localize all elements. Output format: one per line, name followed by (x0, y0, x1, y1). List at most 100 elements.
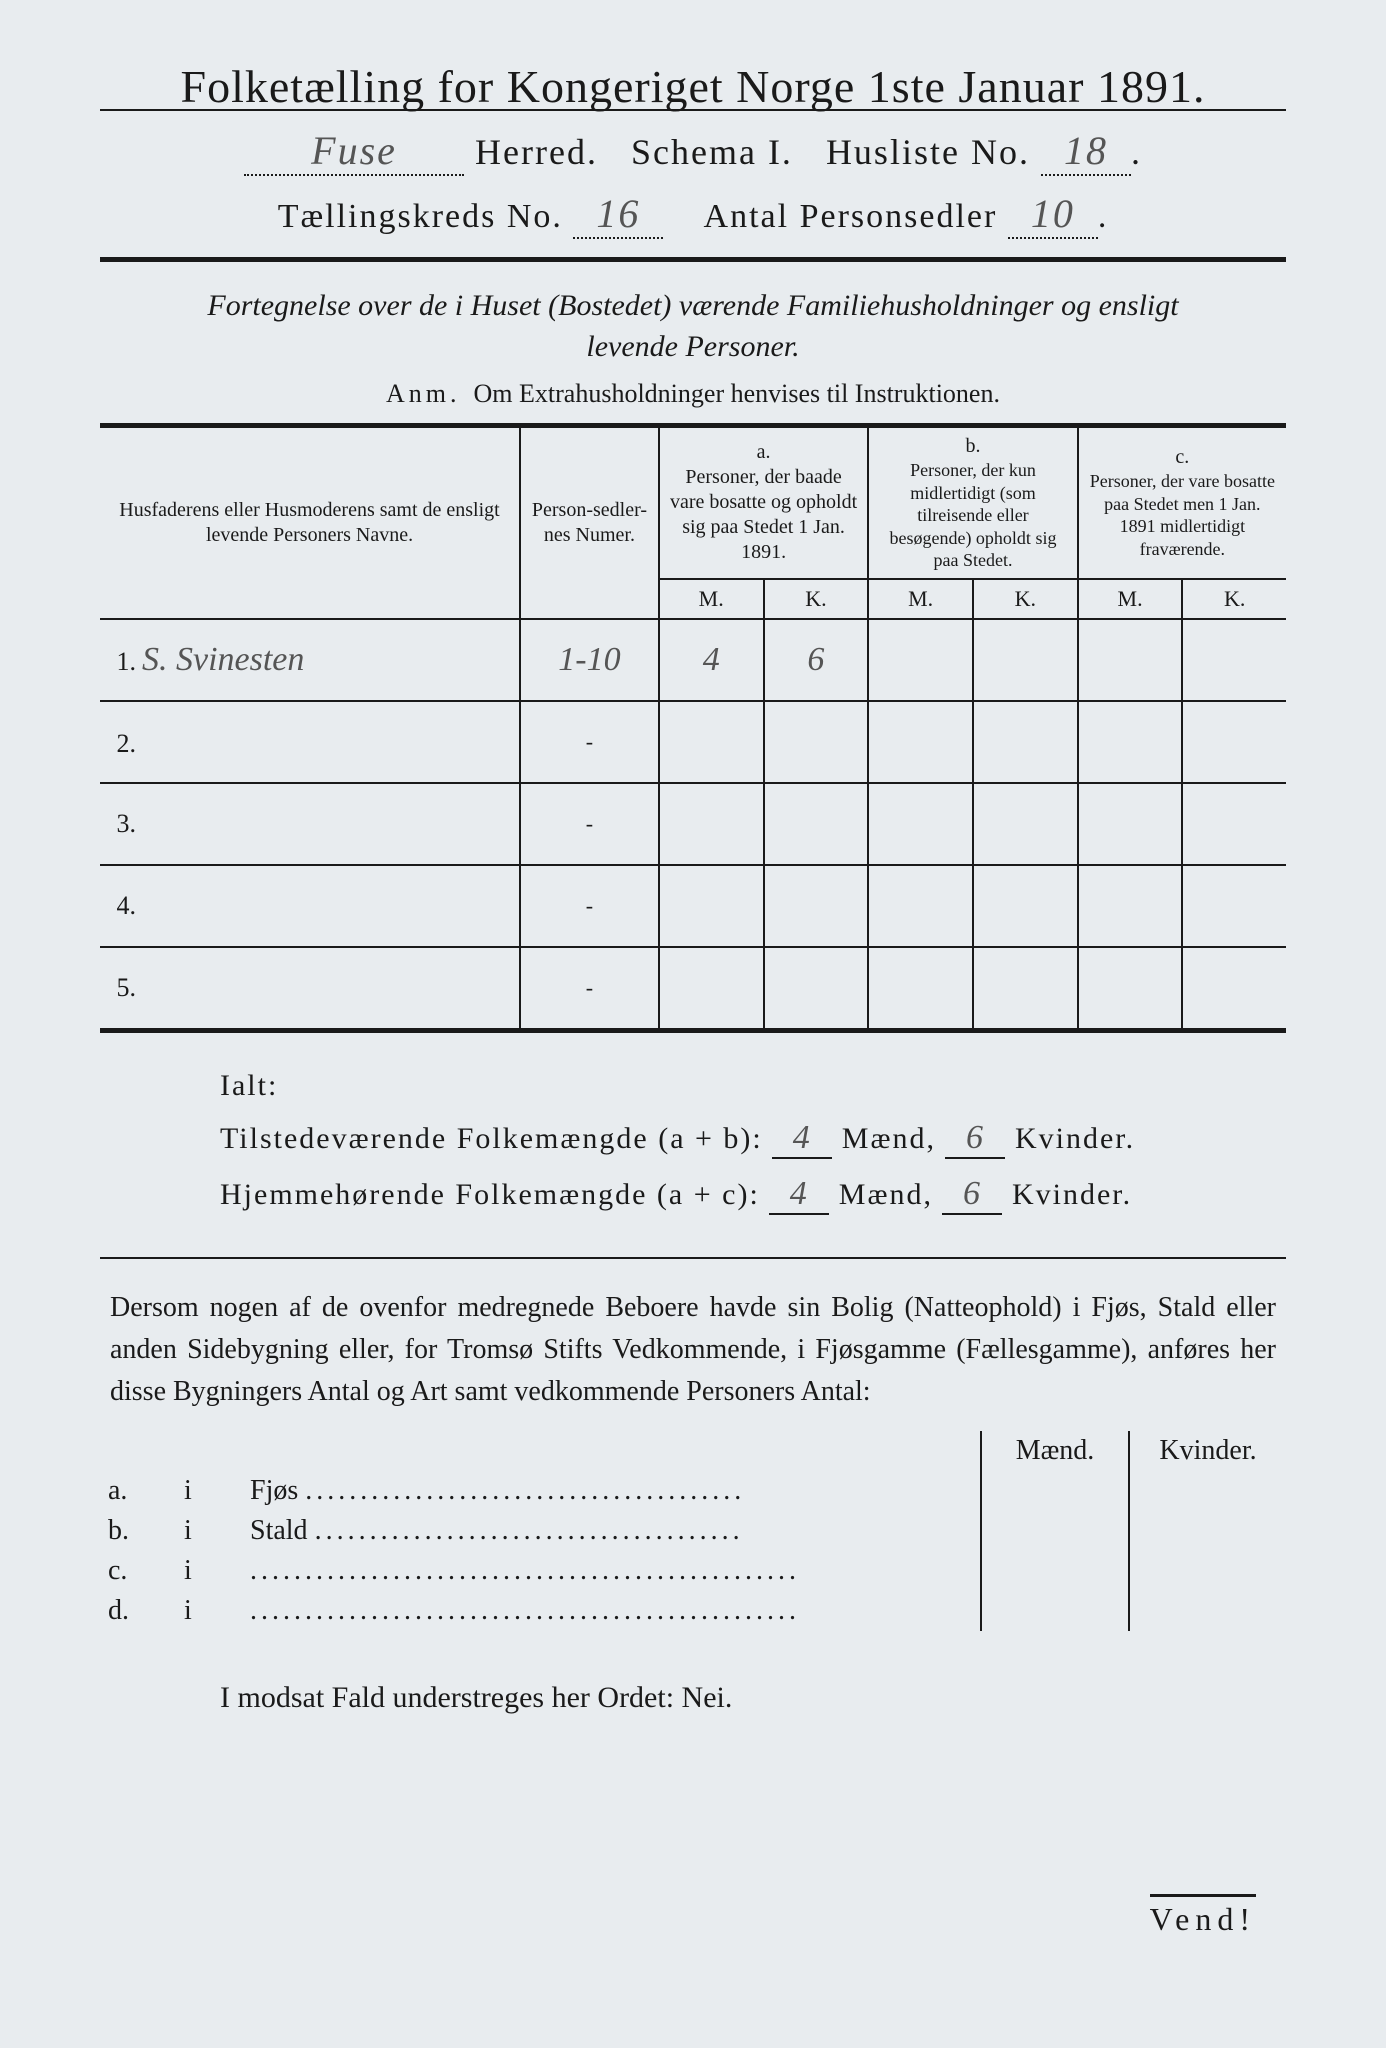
husliste-value: 18 (1064, 128, 1108, 173)
table-row: 5. - (100, 947, 1286, 1031)
bygning-row: b. i Stald .............................… (100, 1511, 1286, 1551)
totals-ac-k: 6 (963, 1175, 982, 1212)
schema-label: Schema I. (631, 132, 793, 172)
bygning-row: d. i ...................................… (100, 1591, 1286, 1631)
row-b-m (868, 619, 973, 701)
bygning-table: Mænd. Kvinder. a. i Fjøs ...............… (100, 1431, 1286, 1631)
bygning-paragraph: Dersom nogen af de ovenfor medregnede Be… (110, 1287, 1276, 1413)
col-c-label: c. (1087, 445, 1278, 470)
bygn-i: i (176, 1551, 242, 1591)
kreds-value: 16 (596, 191, 640, 236)
row-number: 1. (108, 647, 136, 677)
antal-value: 10 (1031, 191, 1075, 236)
row-num: - (520, 783, 659, 865)
bygn-dots: ........................................ (305, 1475, 745, 1506)
husliste-label: Husliste No. (826, 132, 1030, 172)
totals-ab-m: 4 (793, 1119, 812, 1156)
bygn-t: Stald (250, 1515, 308, 1546)
col-b-text: Personer, der kun midlertidigt (som tilr… (877, 459, 1068, 572)
maend-label: Mænd, (839, 1178, 933, 1211)
col-c-k: K. (1182, 579, 1286, 619)
row-number: 4. (108, 891, 136, 921)
row-num: 1-10 (558, 641, 620, 678)
divider-1 (100, 257, 1286, 262)
col-c-m: M. (1078, 579, 1183, 619)
bygn-i: i (176, 1591, 242, 1631)
row-number: 5. (108, 973, 136, 1003)
totals-ac-line: Hjemmehørende Folkemængde (a + c): 4 Mæn… (220, 1175, 1286, 1215)
table-row: 1.S. Svinesten 1-10 4 6 (100, 619, 1286, 701)
herred-value: Fuse (311, 128, 397, 173)
row-c-k (1182, 619, 1286, 701)
bygn-dots: ........................................… (250, 1595, 800, 1626)
row-number: 2. (108, 729, 136, 759)
nei-line: I modsat Fald understreges her Ordet: Ne… (220, 1681, 1286, 1715)
row-num: - (520, 947, 659, 1031)
bygn-t: Fjøs (250, 1475, 298, 1506)
row-a-m (659, 701, 764, 783)
antal-label: Antal Personsedler (704, 198, 998, 235)
header-line-2: Tællingskreds No. 16 Antal Personsedler … (100, 190, 1286, 239)
totals-block: Ialt: Tilstedeværende Folkemængde (a + b… (220, 1069, 1286, 1215)
row-c-m (1078, 619, 1183, 701)
bygn-l: b. (100, 1511, 176, 1551)
bygn-l: a. (100, 1471, 176, 1511)
col-header-c: c. Personer, der vare bosatte paa Stedet… (1078, 426, 1286, 579)
row-num: - (520, 701, 659, 783)
totals-ab-label: Tilstedeværende Folkemængde (a + b): (220, 1122, 763, 1155)
col-header-num: Person-sedler-nes Numer. (520, 426, 659, 619)
bygn-dots: ........................................… (250, 1555, 800, 1586)
bygn-l: c. (100, 1551, 176, 1591)
col-b-k: K. (973, 579, 1078, 619)
col-b-m: M. (868, 579, 973, 619)
ialt-label: Ialt: (220, 1069, 1286, 1103)
census-form-page: Folketælling for Kongeriget Norge 1ste J… (0, 0, 1386, 2048)
totals-ac-m: 4 (790, 1175, 809, 1212)
vend-label: Vend! (1150, 1894, 1256, 1938)
bygn-dots: ....................................... (315, 1515, 744, 1546)
anm-label: Anm. (386, 379, 461, 408)
bygning-row: a. i Fjøs ..............................… (100, 1471, 1286, 1511)
divider-2 (100, 1257, 1286, 1259)
kreds-label: Tællingskreds No. (278, 198, 563, 235)
bygn-maend: Mænd. (981, 1431, 1129, 1471)
row-b-k (973, 619, 1078, 701)
census-table: Husfaderens eller Husmoderens samt de en… (100, 423, 1286, 1033)
col-a-label: a. (668, 440, 859, 465)
row-a-k: 6 (807, 641, 824, 678)
bygning-row: c. i ...................................… (100, 1551, 1286, 1591)
bygn-kvinder: Kvinder. (1129, 1431, 1286, 1471)
anm-text: Om Extrahusholdninger henvises til Instr… (474, 379, 1000, 408)
totals-ac-label: Hjemmehørende Folkemængde (a + c): (220, 1178, 760, 1211)
kvinder-label: Kvinder. (1012, 1178, 1132, 1211)
row-c-m (1078, 701, 1183, 783)
col-header-name: Husfaderens eller Husmoderens samt de en… (100, 426, 520, 619)
herred-label: Herred. (475, 132, 598, 172)
col-c-text: Personer, der vare bosatte paa Stedet me… (1087, 470, 1278, 560)
bygn-i: i (176, 1471, 242, 1511)
col-header-a: a. Personer, der baade vare bosatte og o… (659, 426, 868, 579)
row-name: S. Svinesten (142, 641, 304, 678)
anm-line: Anm. Om Extrahusholdninger henvises til … (100, 379, 1286, 409)
main-title: Folketælling for Kongeriget Norge 1ste J… (100, 60, 1286, 113)
col-b-label: b. (877, 434, 1068, 459)
bygning-header: Mænd. Kvinder. (100, 1431, 1286, 1471)
totals-ab-line: Tilstedeværende Folkemængde (a + b): 4 M… (220, 1119, 1286, 1159)
row-num: - (520, 865, 659, 947)
row-b-k (973, 701, 1078, 783)
col-a-m: M. (659, 579, 764, 619)
table-row: 2. - (100, 701, 1286, 783)
row-number: 3. (108, 809, 136, 839)
table-row: 3. - (100, 783, 1286, 865)
row-b-m (868, 701, 973, 783)
kvinder-label: Kvinder. (1015, 1122, 1135, 1155)
table-row: 4. - (100, 865, 1286, 947)
bygn-i: i (176, 1511, 242, 1551)
col-a-text: Personer, der baade vare bosatte og opho… (668, 465, 859, 565)
row-a-m: 4 (703, 641, 720, 678)
header-line-1: Fuse Herred. Schema I. Husliste No. 18. (100, 127, 1286, 176)
bygn-l: d. (100, 1591, 176, 1631)
col-a-k: K. (764, 579, 869, 619)
maend-label: Mænd, (842, 1122, 936, 1155)
row-a-k (764, 701, 869, 783)
